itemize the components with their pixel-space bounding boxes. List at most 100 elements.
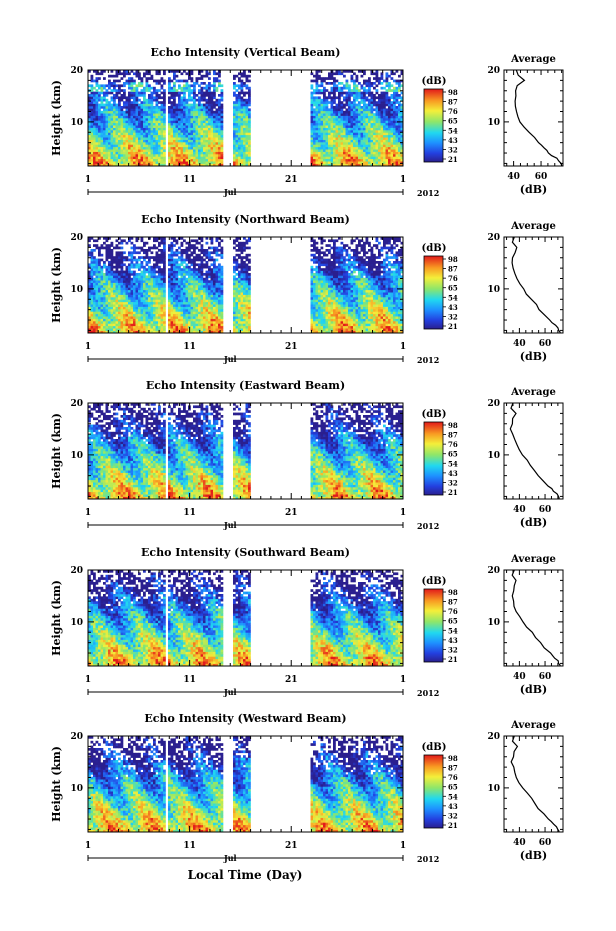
x-tick-label: 1 — [400, 175, 406, 185]
y-tick-label: 20 — [70, 66, 83, 76]
average-x-tick-label: 40 — [513, 339, 526, 349]
colorbar-tick-label: 43 — [448, 802, 458, 811]
colorbar-tick-label: 32 — [448, 811, 458, 820]
colorbar-tick-label: 98 — [448, 588, 458, 597]
average-title: Average — [510, 720, 556, 731]
colorbar-tick-label: 87 — [448, 764, 458, 773]
colorbar-tick-label: 21 — [448, 821, 458, 830]
colorbar-tick-label: 87 — [448, 265, 458, 274]
x-month-label: Jul — [223, 520, 237, 530]
average-profile-line — [515, 70, 562, 166]
average-y-tick-label: 20 — [487, 566, 500, 576]
x-tick-label: 21 — [285, 175, 298, 185]
average-x-tick-label: 40 — [513, 672, 526, 682]
average-x-tick-label: 60 — [539, 838, 552, 848]
average-profile-line — [512, 570, 560, 666]
colorbar-tick-label: 87 — [448, 98, 458, 107]
colorbar-tick-label: 87 — [448, 431, 458, 440]
y-axis-label: Height (km) — [50, 247, 63, 323]
colorbar-tick-label: 21 — [448, 322, 458, 331]
x-tick-label: 1 — [400, 841, 406, 851]
average-x-tick-label: 60 — [539, 505, 552, 515]
x-tick-label: 21 — [285, 342, 298, 352]
x-year-label: 2012 — [417, 854, 439, 864]
panel-2: Echo Intensity (Northward Beam)1 11 21 1Jul… — [50, 213, 563, 365]
colorbar-tick-label: 32 — [448, 145, 458, 154]
x-year-label: 2012 — [417, 688, 439, 698]
y-tick-label: 10 — [70, 451, 83, 461]
panel-title: Echo Intensity (Southward Beam) — [141, 546, 350, 559]
colorbar-label: (dB) — [422, 742, 447, 753]
average-y-tick-label: 10 — [487, 784, 500, 794]
x-year-label: 2012 — [417, 188, 439, 198]
average-title: Average — [510, 221, 556, 232]
average-x-tick-label: 40 — [513, 838, 526, 848]
colorbar-tick-label: 76 — [448, 607, 458, 616]
heatmap — [88, 570, 403, 666]
colorbar-tick-label: 43 — [448, 303, 458, 312]
colorbar-tick-label: 43 — [448, 136, 458, 145]
colorbar-tick-label: 65 — [448, 284, 458, 293]
colorbar-tick-label: 65 — [448, 117, 458, 126]
average-x-tick-label: 60 — [535, 172, 548, 182]
panel-4: Echo Intensity (Southward Beam)1 11 21 1Jul… — [50, 546, 563, 698]
x-year-label: 2012 — [417, 355, 439, 365]
average-y-tick-label: 20 — [487, 66, 500, 76]
y-tick-label: 10 — [70, 784, 83, 794]
colorbar-tick-label: 76 — [448, 107, 458, 116]
average-title: Average — [510, 387, 556, 398]
average-x-label: (dB) — [520, 183, 547, 196]
colorbar-tick-label: 98 — [448, 754, 458, 763]
heatmap — [88, 403, 403, 499]
y-tick-label: 20 — [70, 399, 83, 409]
x-tick-label: 11 — [183, 175, 196, 185]
panel-title: Echo Intensity (Westward Beam) — [144, 712, 346, 725]
x-tick-label: 1 — [400, 342, 406, 352]
heatmap — [88, 736, 403, 832]
panel-title: Echo Intensity (Eastward Beam) — [146, 379, 345, 392]
x-tick-label: 11 — [183, 841, 196, 851]
colorbar-tick-label: 65 — [448, 783, 458, 792]
colorbar-tick-label: 98 — [448, 421, 458, 430]
colorbar-tick-label: 21 — [448, 488, 458, 497]
average-frame — [504, 237, 563, 333]
average-title: Average — [510, 54, 556, 65]
colorbar-label: (dB) — [422, 76, 447, 87]
average-frame — [504, 570, 563, 666]
colorbar-tick-label: 65 — [448, 450, 458, 459]
average-x-tick-label: 40 — [513, 505, 526, 515]
average-x-label: (dB) — [520, 683, 547, 696]
colorbar-tick-label: 32 — [448, 645, 458, 654]
heatmap — [88, 237, 403, 333]
average-profile-line — [512, 237, 560, 333]
average-y-tick-label: 10 — [487, 118, 500, 128]
average-y-tick-label: 10 — [487, 618, 500, 628]
figure-xlabel: Local Time (Day) — [188, 868, 303, 882]
colorbar-tick-label: 54 — [448, 626, 458, 635]
colorbar-tick-label: 98 — [448, 255, 458, 264]
figure: Echo Intensity (Vertical Beam)1 11 21 1Jul 2… — [0, 0, 616, 931]
colorbar-tick-label: 54 — [448, 792, 458, 801]
colorbar-tick-label: 76 — [448, 440, 458, 449]
average-x-tick-label: 60 — [539, 672, 552, 682]
average-title: Average — [510, 554, 556, 565]
colorbar-tick-label: 54 — [448, 126, 458, 135]
x-tick-label: 11 — [183, 675, 196, 685]
x-tick-label: 21 — [285, 675, 298, 685]
average-x-tick-label: 40 — [507, 172, 520, 182]
y-axis-label: Height (km) — [50, 746, 63, 822]
x-tick-label: 1 — [400, 508, 406, 518]
x-tick-label: 21 — [285, 508, 298, 518]
x-tick-label: 1 — [85, 508, 91, 518]
colorbar-tick-label: 21 — [448, 655, 458, 664]
colorbar-tick-label: 32 — [448, 478, 458, 487]
average-y-tick-label: 10 — [487, 451, 500, 461]
heatmap — [88, 70, 403, 166]
colorbar-label: (dB) — [422, 409, 447, 420]
average-profile-line — [511, 736, 559, 832]
y-tick-label: 20 — [70, 233, 83, 243]
x-tick-label: 1 — [85, 675, 91, 685]
x-tick-label: 1 — [85, 841, 91, 851]
